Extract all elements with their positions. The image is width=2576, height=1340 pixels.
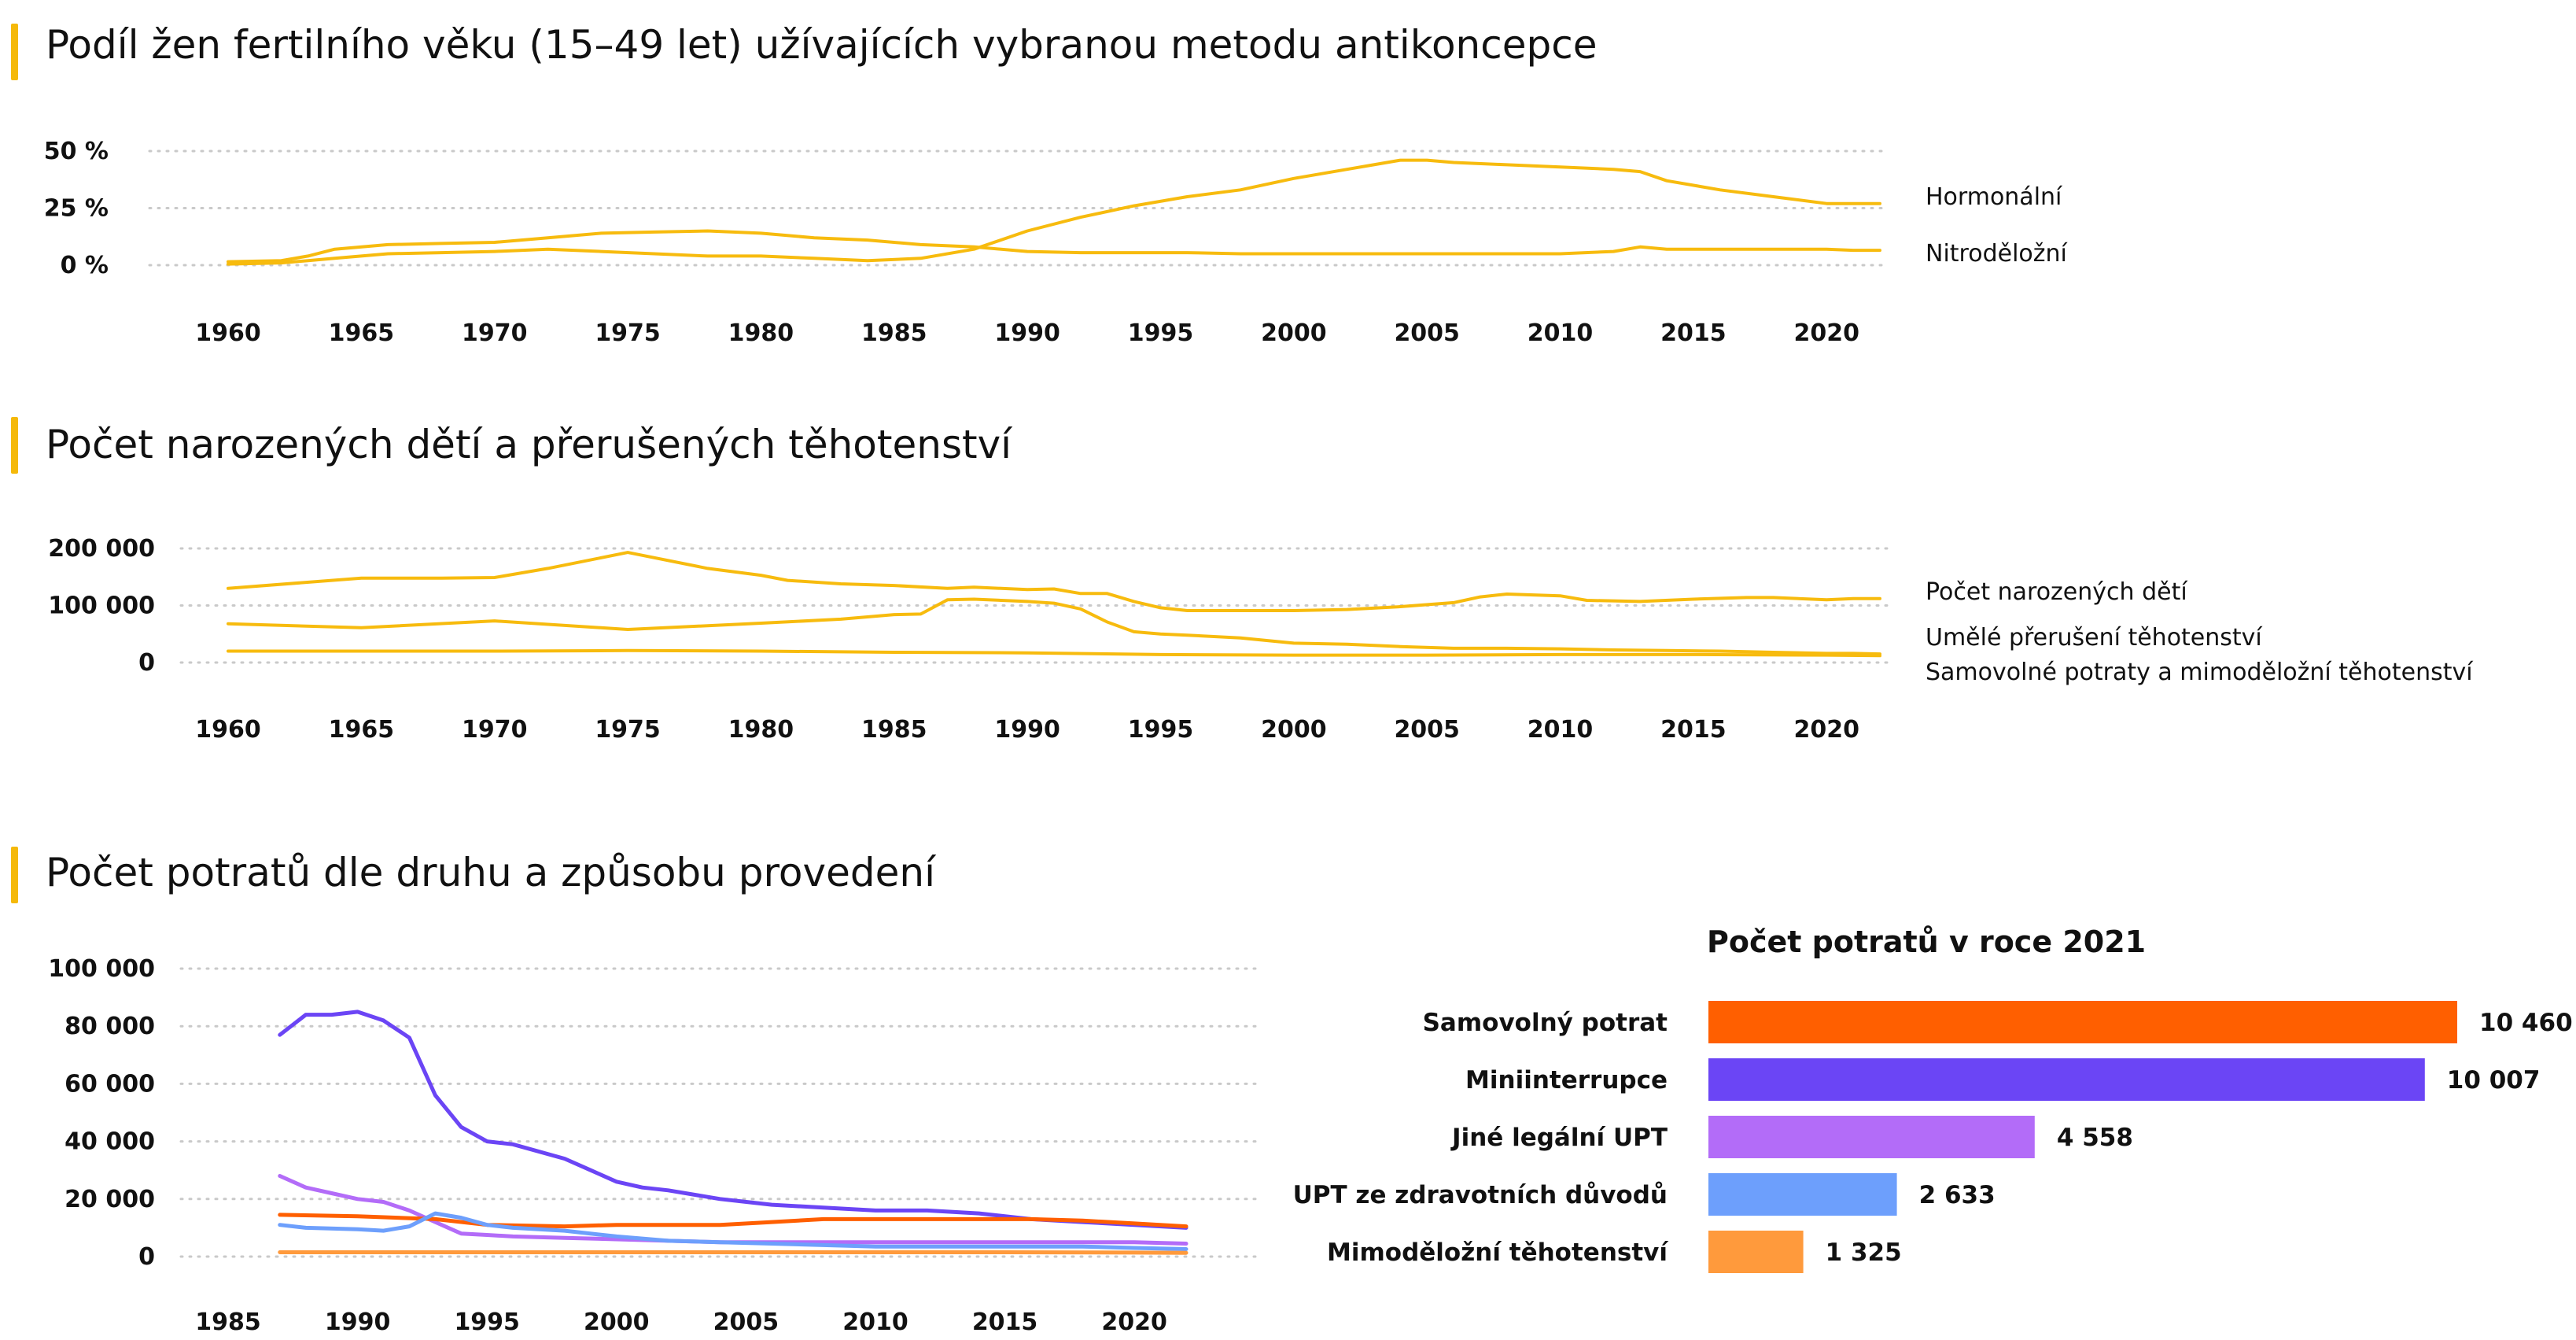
series-label: Hormonální <box>1926 183 2063 211</box>
y-tick-label: 60 000 <box>64 1070 155 1098</box>
series-line <box>278 1174 1188 1246</box>
y-tick-label: 80 000 <box>64 1013 155 1040</box>
section-accent-bar <box>11 417 18 474</box>
x-tick-label: 1990 <box>994 716 1060 744</box>
x-tick-label: 2010 <box>1528 319 1594 347</box>
series-line <box>227 648 1881 658</box>
x-tick-label: 1985 <box>861 716 927 744</box>
x-tick-label: 2005 <box>1394 319 1460 347</box>
x-tick-label: 2010 <box>1528 716 1594 744</box>
contraception-line-chart: 0 % 25 % 50 % 1960 1965 1970 1975 1980 1985 1990 1… <box>44 138 2069 347</box>
x-tick-label: 2015 <box>972 1309 1038 1336</box>
x-tick-label: 1965 <box>329 716 395 744</box>
series-line <box>227 229 1881 264</box>
births-line-chart: 0 100 000 200 000 1960 1965 1970 1975 1980 1985 1… <box>48 535 2474 744</box>
x-tick-label: 1985 <box>195 1309 261 1336</box>
bar <box>1708 1058 2425 1101</box>
x-tick-label: 1975 <box>595 319 661 347</box>
y-tick-label: 40 000 <box>64 1128 155 1156</box>
x-tick-label: 1980 <box>728 319 794 347</box>
y-tick-label: 0 <box>138 1243 155 1271</box>
bar-value-label: 1 325 <box>1826 1238 1902 1267</box>
x-tick-label: 2015 <box>1660 319 1727 347</box>
x-tick-label: 1970 <box>462 716 528 744</box>
series-label: Nitroděložní <box>1926 240 2069 268</box>
x-tick-label: 1960 <box>195 319 261 347</box>
bar <box>1708 1116 2035 1158</box>
chart-title: Počet narozených dětí a přerušených těho… <box>46 422 1012 467</box>
x-tick-label: 2020 <box>1794 319 1860 347</box>
bar-category-label: Mimoděložní těhotenství <box>1327 1238 1668 1267</box>
bar <box>1708 1001 2457 1043</box>
y-tick-label: 200 000 <box>48 535 155 563</box>
series-line <box>278 1010 1188 1230</box>
bar-value-label: 10 460 <box>2479 1009 2573 1037</box>
section-accent-bar <box>11 24 18 80</box>
x-tick-label: 1965 <box>329 319 395 347</box>
section-accent-bar <box>11 847 18 903</box>
x-tick-label: 1995 <box>454 1309 520 1336</box>
x-tick-label: 2000 <box>1261 716 1327 744</box>
x-tick-label: 2015 <box>1660 716 1727 744</box>
series-line <box>227 597 1881 656</box>
x-tick-label: 2005 <box>1394 716 1460 744</box>
series-line <box>227 551 1881 612</box>
section-births: Počet narozených dětí a přerušených těho… <box>11 417 2474 744</box>
x-tick-label: 2000 <box>584 1309 650 1336</box>
series-label: Samovolné potraty a mimoděložní těhotens… <box>1926 659 2474 686</box>
bar-category-label: Miniinterrupce <box>1465 1066 1668 1095</box>
x-tick-label: 1960 <box>195 716 261 744</box>
y-tick-label: 0 <box>138 649 155 677</box>
bar <box>1708 1173 1897 1216</box>
x-tick-label: 1975 <box>595 716 661 744</box>
series-line <box>227 158 1881 266</box>
y-tick-label: 100 000 <box>48 955 155 983</box>
x-tick-label: 2020 <box>1101 1309 1167 1336</box>
x-tick-label: 2020 <box>1794 716 1860 744</box>
series-label: Umělé přerušení těhotenství <box>1926 624 2263 652</box>
series-label: Počet narozených dětí <box>1926 578 2188 606</box>
bar-category-label: UPT ze zdravotních důvodů <box>1293 1181 1668 1209</box>
x-tick-label: 1980 <box>728 716 794 744</box>
bar-value-label: 2 633 <box>1919 1181 1996 1209</box>
series-line <box>278 1211 1188 1251</box>
chart-title: Počet potratů dle druhu a způsobu proved… <box>46 850 935 895</box>
x-tick-label: 2000 <box>1261 319 1327 347</box>
x-tick-label: 1995 <box>1128 716 1194 744</box>
y-tick-label: 100 000 <box>48 592 155 620</box>
bar-category-label: Jiné legální UPT <box>1450 1124 1668 1152</box>
x-tick-label: 2010 <box>842 1309 908 1336</box>
y-tick-label: 0 % <box>61 252 109 279</box>
y-tick-label: 50 % <box>44 138 109 165</box>
bar-value-label: 4 558 <box>2057 1124 2133 1152</box>
x-tick-label: 1990 <box>325 1309 391 1336</box>
x-tick-label: 2005 <box>713 1309 779 1336</box>
chart-title: Podíl žen fertilního věku (15–49 let) už… <box>46 22 1598 68</box>
x-tick-label: 1990 <box>994 319 1060 347</box>
bar <box>1708 1231 1804 1273</box>
x-tick-label: 1970 <box>462 319 528 347</box>
series-line <box>278 1213 1188 1229</box>
bar-chart-title: Počet potratů v roce 2021 <box>1707 925 2146 959</box>
x-tick-label: 1995 <box>1128 319 1194 347</box>
x-tick-label: 1985 <box>861 319 927 347</box>
y-tick-label: 20 000 <box>64 1186 155 1213</box>
bar-category-label: Samovolný potrat <box>1423 1009 1668 1037</box>
bar-value-label: 10 007 <box>2447 1066 2541 1095</box>
section-contraception: Podíl žen fertilního věku (15–49 let) už… <box>0 0 2576 370</box>
y-tick-label: 25 % <box>44 195 109 223</box>
